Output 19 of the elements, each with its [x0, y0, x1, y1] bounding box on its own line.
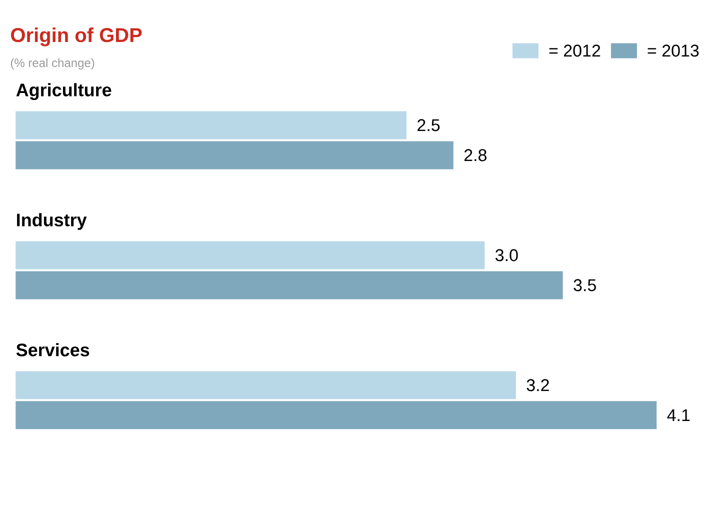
y-tick-label: Industry — [17, 213, 87, 230]
data-label: 3.5 — [574, 279, 596, 292]
y-tick-label: Services — [16, 343, 90, 356]
bar — [16, 271, 563, 300]
legend-label: = 2012 — [549, 44, 600, 57]
bar — [16, 111, 406, 140]
data-label: 2.8 — [464, 149, 486, 162]
data-label: 3.0 — [496, 249, 518, 262]
bar — [16, 401, 657, 430]
bar — [16, 241, 485, 270]
legend-label: = 2013 — [648, 44, 699, 57]
text: (% real change) — [10, 58, 94, 70]
chart-title: Origin of GDP — [11, 28, 142, 46]
data-label: 3.2 — [526, 379, 549, 392]
bar — [16, 371, 516, 400]
bar — [16, 141, 454, 170]
data-label: 2.5 — [418, 119, 440, 132]
y-tick-label: Agriculture — [16, 83, 112, 100]
data-label: 4.1 — [667, 409, 690, 422]
